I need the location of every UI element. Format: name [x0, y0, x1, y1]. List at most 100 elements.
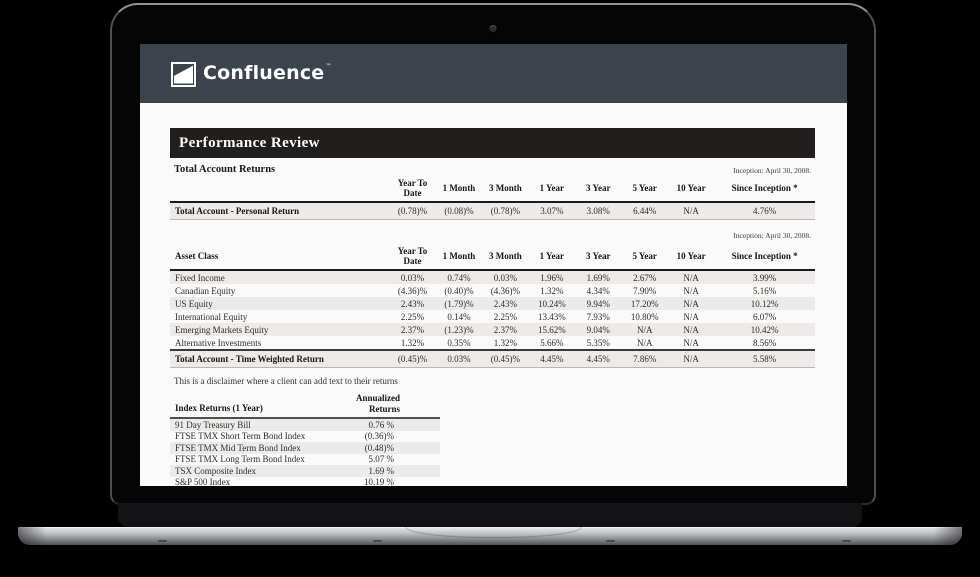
column-header: Since Inception *: [714, 244, 815, 271]
trademark-symbol: ™: [325, 62, 332, 70]
column-header: 10 Year: [667, 176, 715, 203]
table-row: Total Account - Personal Return (0.78)% …: [170, 202, 815, 220]
cell-value: 1.32%: [540, 285, 564, 296]
column-header: 5 Year: [621, 244, 668, 271]
cell-value: 0.03%: [482, 270, 529, 284]
cell-value: N/A: [683, 311, 699, 322]
row-label: FTSE TMX Short Term Bond Index: [175, 431, 306, 442]
cell-value: 4.76%: [714, 202, 815, 220]
page-title: Performance Review: [179, 134, 320, 151]
cell-value: 6.07%: [753, 311, 777, 322]
column-header: Year To Date: [389, 176, 436, 203]
cell-value: 0.03%: [389, 270, 436, 284]
triangle-icon: [174, 65, 193, 84]
cell-value: 2.25%: [493, 311, 518, 322]
cell-value: 5.58%: [714, 349, 815, 368]
table-row: TSX Composite Index 1.69 %: [170, 465, 440, 477]
column-header-line: Annualized: [355, 393, 400, 403]
cell-value: 7.93%: [586, 311, 610, 322]
row-label: US Equity: [170, 297, 390, 310]
row-label: Fixed Income: [170, 270, 390, 284]
cell-value: 10.80%: [630, 311, 659, 322]
cell-value: 0.03%: [435, 349, 483, 368]
column-header: 5 Year: [621, 176, 668, 203]
cell-value: 4.45%: [528, 349, 576, 368]
table-row: FTSE TMX Short Term Bond Index (0.36)%: [170, 431, 440, 443]
cell-value: (0.48)%: [318, 442, 440, 454]
row-label: FTSE TMX Mid Term Bond Index: [170, 442, 319, 454]
laptop-lid: Confluence ™ Performance Review Total Ac…: [110, 3, 876, 505]
column-header-line: Returns: [369, 404, 400, 414]
cell-value: 2.25%: [400, 311, 425, 322]
cell-value: 6.44%: [621, 202, 668, 220]
total-account-table: Year To Date 1 Month 3 Month 1 Year 3 Ye…: [170, 176, 815, 220]
laptop-screen: Confluence ™ Performance Review Total Ac…: [140, 44, 847, 486]
row-label: Canadian Equity: [175, 285, 236, 296]
table-row: FTSE TMX Mid Term Bond Index (0.48)%: [170, 442, 440, 454]
table-row: Emerging Markets Equity 2.37% (1.23)% 2.…: [170, 323, 815, 336]
table-row: Fixed Income 0.03% 0.74% 0.03% 1.96% 1.6…: [170, 270, 815, 284]
table-row: Canadian Equity (4.36)% (0.40)% (4.36)% …: [170, 284, 815, 297]
column-header: 1 Year: [528, 244, 576, 271]
cell-value: N/A: [667, 270, 715, 284]
laptop-base-notch: [405, 527, 582, 538]
table-row: Alternative Investments 1.32% 0.35% 1.32…: [170, 336, 815, 350]
cell-value: 15.62%: [528, 323, 576, 336]
app-header: Confluence ™: [140, 44, 847, 103]
column-header: 1 Year: [528, 176, 576, 203]
cell-value: 13.43%: [537, 311, 566, 322]
cell-value: 1.96%: [528, 270, 576, 284]
cell-value: 17.20%: [621, 297, 668, 310]
cell-value: 10.19 %: [364, 477, 394, 486]
cell-value: 9.04%: [575, 323, 622, 336]
cell-value: 1.32%: [493, 337, 518, 348]
cell-value: N/A: [667, 323, 715, 336]
base-foot-mark: [158, 540, 167, 542]
cell-value: 2.67%: [621, 270, 668, 284]
webcam-icon: [489, 25, 497, 32]
column-header: 1 Month: [435, 176, 483, 203]
base-foot-mark: [606, 540, 615, 542]
cell-value: 10.24%: [528, 297, 576, 310]
cell-value: N/A: [636, 337, 653, 348]
cell-value: (4.36)%: [490, 285, 521, 296]
table-header-row: Year To Date 1 Month 3 Month 1 Year 3 Ye…: [170, 176, 815, 203]
cell-value: 10.12%: [714, 297, 815, 310]
column-header: 10 Year: [667, 244, 715, 271]
cell-value: (0.78)%: [482, 202, 529, 220]
row-label: S&P 500 Index: [175, 477, 231, 486]
cell-value: 2.43%: [389, 297, 436, 310]
row-label: Alternative Investments: [175, 337, 262, 348]
cell-value: N/A: [683, 285, 699, 296]
cell-value: 9.94%: [575, 297, 622, 310]
cell-value: 7.90%: [633, 285, 657, 296]
cell-value: 3.99%: [714, 270, 815, 284]
cell-value: 5.07 %: [368, 454, 395, 465]
confluence-logo-icon: [171, 61, 196, 87]
cell-value: 5.35%: [586, 337, 610, 348]
cell-value: (4.36)%: [397, 285, 428, 296]
base-foot-mark: [842, 540, 851, 542]
cell-value: N/A: [667, 202, 715, 220]
index-returns-table: Index Returns (1 Year) Annualized Return…: [170, 392, 440, 486]
row-label: 91 Day Treasury Bill: [170, 418, 319, 431]
cell-value: 4.45%: [575, 349, 622, 368]
empty-header-cell: [170, 176, 390, 203]
confluence-logo: Confluence ™: [171, 61, 331, 87]
brand-name: Confluence: [203, 61, 325, 84]
cell-value: N/A: [667, 297, 715, 310]
table-total-row: Total Account - Time Weighted Return (0.…: [170, 349, 815, 368]
disclaimer-text: This is a disclaimer where a client can …: [174, 376, 398, 386]
inception-note: Inception: April 30, 2008.: [733, 231, 811, 240]
table-row: US Equity 2.43% (1.79)% 2.43% 10.24% 9.9…: [170, 297, 815, 310]
column-header: Annualized Returns: [318, 392, 440, 419]
cell-value: 1.69 %: [318, 465, 440, 477]
column-header: Year To Date: [389, 244, 436, 271]
cell-value: (0.40)%: [444, 285, 474, 296]
table-row: International Equity 2.25% 0.14% 2.25% 1…: [170, 310, 815, 323]
cell-value: 8.56%: [753, 337, 777, 348]
inception-note: Inception: April 30, 2008.: [733, 166, 811, 175]
cell-value: N/A: [683, 337, 699, 348]
report-page: Performance Review Total Account Returns…: [140, 128, 847, 486]
